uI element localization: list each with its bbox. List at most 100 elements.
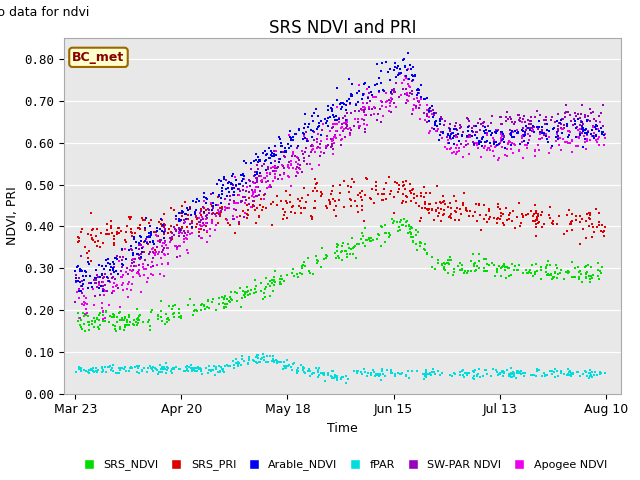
Point [454,371,465,379]
Point [425,200,435,207]
Point [445,371,455,378]
Point [496,120,506,128]
Point [307,213,317,221]
Point [175,228,185,236]
Point [505,209,515,216]
Point [531,372,541,380]
Point [274,359,284,366]
Point [431,199,441,207]
Point [486,129,497,137]
Point [479,127,489,135]
Point [176,209,186,217]
Point [100,230,111,238]
Point [136,254,146,262]
Point [509,127,520,134]
Point [308,143,318,150]
Point [285,192,295,199]
Point [596,130,607,138]
Point [366,195,376,203]
Point [328,123,339,131]
Point [246,203,256,211]
Point [266,183,276,191]
Point [221,204,232,212]
Point [273,175,283,183]
Point [303,254,313,262]
Point [282,147,292,155]
Point [480,123,490,131]
Point [600,134,611,142]
Point [427,369,437,376]
Point [294,126,304,133]
Point [556,120,566,128]
Point [444,134,454,142]
Point [451,133,461,141]
Point [480,130,490,137]
Point [578,124,588,132]
Point [151,366,161,373]
Point [270,167,280,175]
Point [104,364,114,372]
Point [490,129,500,136]
Point [99,265,109,273]
Point [396,91,406,98]
Point [429,125,440,132]
Point [252,168,262,176]
Point [287,203,298,211]
Point [497,132,508,140]
Point [506,131,516,139]
Point [464,133,474,141]
Point [462,369,472,376]
Point [440,266,450,274]
Point [132,368,142,376]
Point [332,243,342,251]
Point [382,97,392,105]
Point [162,315,172,323]
Point [216,208,226,216]
Point [461,269,472,277]
Point [573,126,583,133]
Point [343,240,353,248]
Point [531,209,541,217]
Point [424,113,434,120]
Point [312,144,322,152]
Point [591,121,601,129]
Point [383,68,393,76]
Point [495,264,506,272]
Point [159,250,169,258]
Point [530,153,540,160]
Point [233,360,243,368]
Point [120,314,131,322]
Point [593,275,604,282]
Point [150,251,160,258]
Point [106,366,116,374]
Point [98,282,108,289]
Point [550,365,560,372]
Point [460,369,470,376]
Point [594,222,604,229]
Point [206,199,216,206]
Point [280,154,290,161]
Point [474,138,484,146]
Point [311,106,321,113]
Point [303,365,314,373]
Point [135,225,145,233]
Point [513,368,524,375]
Point [384,96,394,104]
Point [374,74,384,82]
Point [406,230,417,238]
Point [428,366,438,373]
Point [74,287,84,294]
Point [468,138,478,145]
Point [275,135,285,143]
Point [347,234,357,242]
Point [461,132,472,140]
Point [319,150,329,157]
Point [244,354,255,361]
Point [554,120,564,127]
Point [408,238,419,245]
Point [97,364,108,372]
Point [188,365,198,372]
Point [335,181,345,189]
Point [297,262,307,270]
Point [386,89,396,96]
